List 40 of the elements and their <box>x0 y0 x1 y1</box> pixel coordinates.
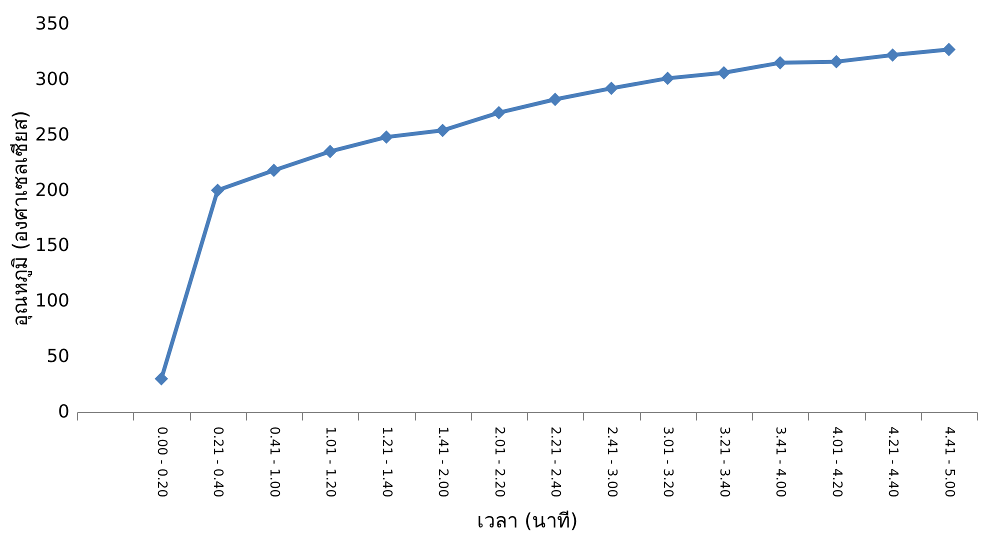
x-tick-label: 1.41 - 2.00 <box>435 426 450 498</box>
x-tick-label: 4.01 - 4.20 <box>828 426 844 498</box>
point <box>830 54 844 68</box>
point <box>267 164 281 178</box>
x-tick-label: 3.41 - 4.00 <box>772 426 788 498</box>
y-tick-label: 200 <box>35 180 70 201</box>
x-tick-label: 2.01 - 2.20 <box>491 426 506 498</box>
y-axis-title: อุณหภูมิ (องศาเซลเซียส) <box>8 110 34 326</box>
x-tick-label: 3.01 - 3.20 <box>660 426 676 498</box>
x-tick-label: 4.21 - 4.40 <box>885 426 900 498</box>
x-tick-label: 2.21 - 2.40 <box>548 426 563 498</box>
point <box>717 66 731 80</box>
point <box>886 48 900 62</box>
x-tick-label: 3.21 - 3.40 <box>716 426 732 498</box>
point <box>773 56 787 70</box>
y-tick-label: 350 <box>35 14 70 34</box>
point <box>436 124 450 138</box>
x-tick-label: 0.00 - 0.20 <box>154 426 169 498</box>
y-tick-label: 300 <box>35 68 70 90</box>
point <box>548 92 562 106</box>
point <box>604 82 618 96</box>
x-tick-label: 0.41 - 1.00 <box>266 426 282 498</box>
point <box>154 372 168 386</box>
x-tick-label: 0.21 - 0.40 <box>210 426 226 498</box>
y-tick-label: 150 <box>35 235 70 256</box>
x-axis-title: เวลา (นาที) <box>477 508 578 532</box>
x-tick-label: 1.01 - 1.20 <box>322 426 338 498</box>
point <box>210 184 224 197</box>
point <box>660 72 674 86</box>
x-tick-label: 4.41 - 5.00 <box>941 426 956 498</box>
point <box>942 42 956 56</box>
point <box>380 130 394 144</box>
y-tick-label: 0 <box>58 402 70 422</box>
x-tick-label: 1.21 - 1.40 <box>378 426 394 498</box>
y-tick-label: 250 <box>35 124 70 146</box>
y-tick-label: 100 <box>35 290 70 312</box>
y-tick-label: 50 <box>46 346 70 368</box>
point <box>492 106 506 120</box>
point <box>323 144 337 158</box>
x-tick-label: 2.41 - 3.00 <box>604 426 619 498</box>
